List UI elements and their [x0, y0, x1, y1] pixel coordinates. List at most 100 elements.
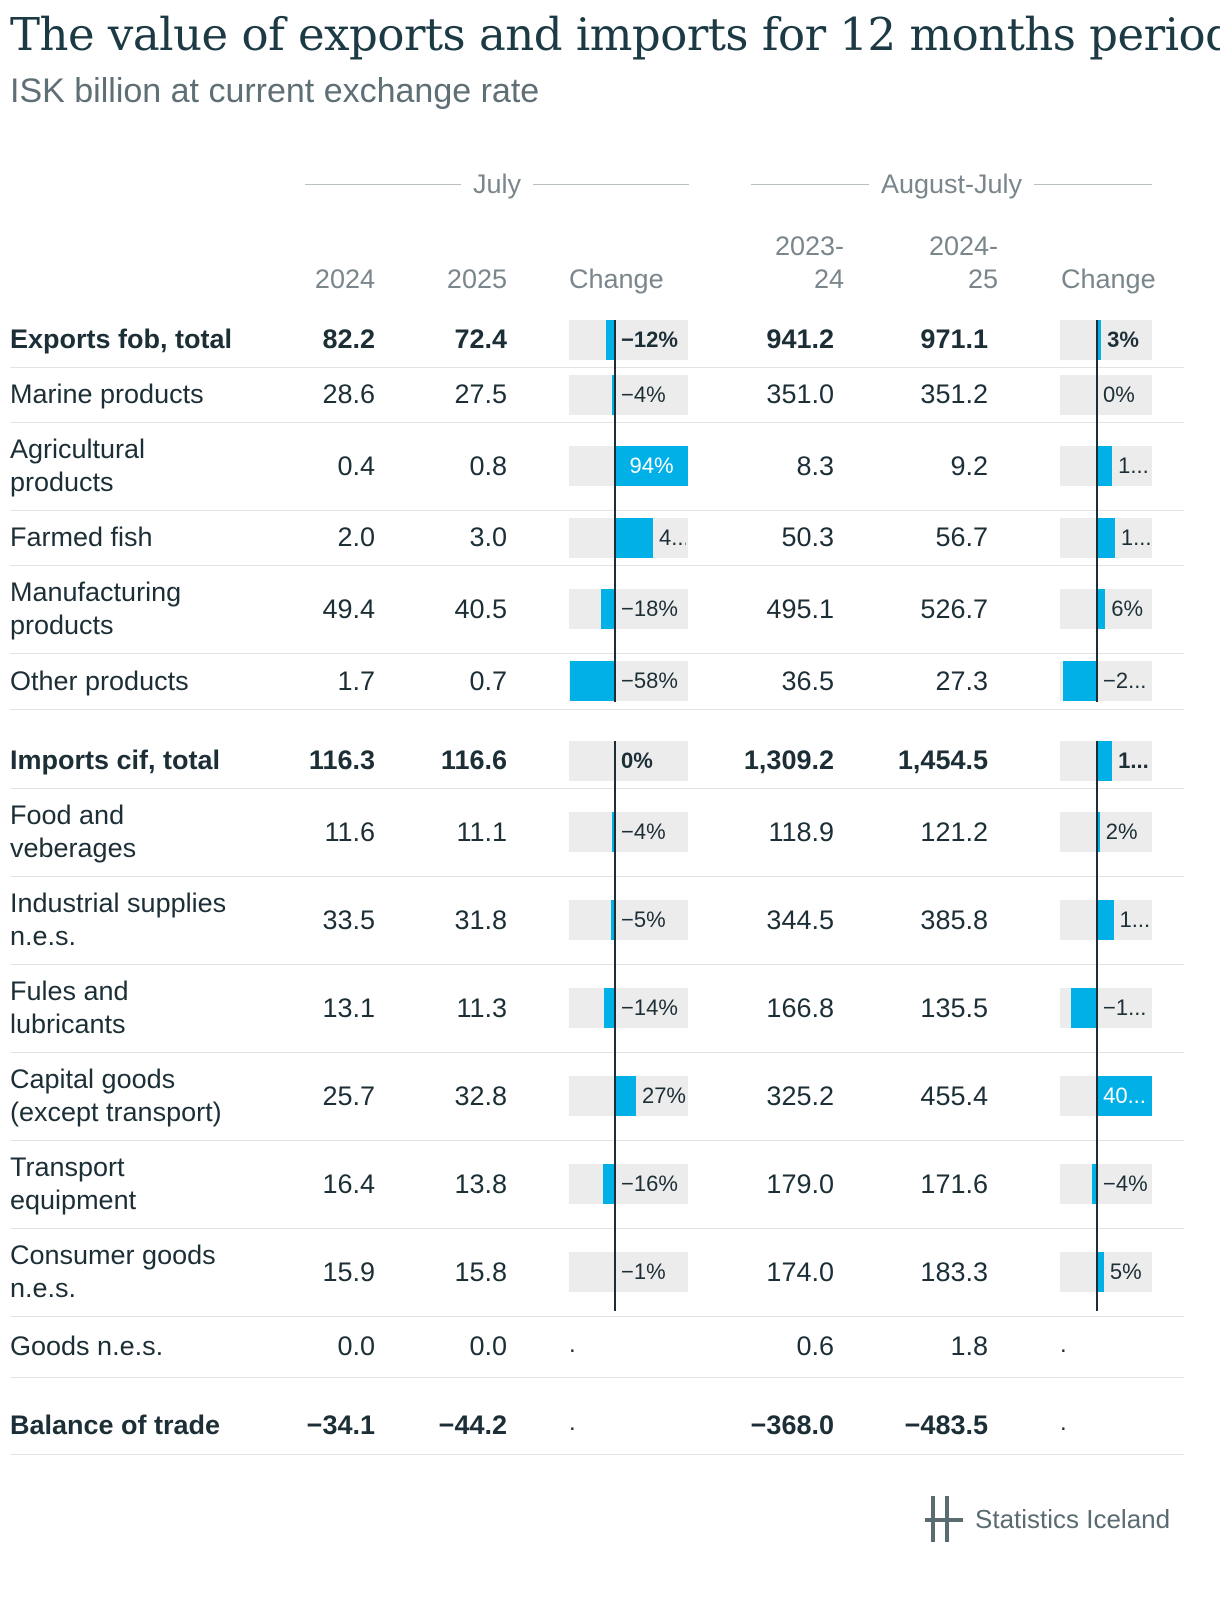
change-bar-bg: 6% [1060, 589, 1152, 629]
change-bar-bg: −18% [569, 589, 688, 629]
change-bar-bg: −14% [569, 988, 688, 1028]
cell-v1: 33.5 [322, 904, 375, 935]
cell-v2: 72.4 [454, 324, 507, 354]
column-header-2025: 2025 [446, 264, 507, 294]
change-bar [1091, 1164, 1097, 1204]
cell-v4: 9.2 [950, 450, 988, 481]
zero-axis-line [1096, 741, 1098, 1311]
cell-v4: 971.1 [920, 324, 988, 354]
cell-v2: 15.8 [454, 1256, 507, 1287]
cell-v3: 941.2 [766, 324, 834, 354]
change-label: 1... [1118, 453, 1149, 478]
change-empty: . [569, 1409, 576, 1436]
cell-v4: 526.7 [920, 593, 988, 624]
group-label-july: July [473, 168, 522, 199]
change-label: −1% [621, 1259, 666, 1284]
cell-v4: 385.8 [920, 904, 988, 935]
table-row: Balance of trade −34.1 −44.2 −368.0 −483.5.. [10, 1396, 1184, 1455]
change-label: 2% [1105, 819, 1138, 844]
cell-v3: 8.3 [796, 450, 834, 481]
table-row: Exports fob, total 82.2 72.4 941.2 971.1 −12%… [10, 312, 1184, 368]
change-bar [1097, 900, 1114, 940]
row-label: Imports cif, total [10, 745, 221, 775]
change-label: −4% [621, 819, 666, 844]
cell-v2: 0.7 [469, 665, 507, 696]
cell-v1: 0.4 [337, 450, 375, 481]
change-label: −12% [621, 326, 678, 352]
cell-v3: 344.5 [766, 904, 834, 935]
change-label: −18% [621, 596, 678, 621]
cell-v4: 56.7 [935, 522, 988, 552]
statistics-iceland-logo-icon [925, 1496, 963, 1542]
cell-v3: 179.0 [766, 1168, 834, 1199]
change-label: 27% [641, 1083, 686, 1108]
row-label: Food and veberages [10, 800, 137, 863]
cell-v3: 351.0 [766, 379, 834, 409]
change-label: −2... [1103, 668, 1147, 693]
cell-v2: 40.5 [454, 593, 507, 624]
table-row: Fules and lubricants 13.1 11.3 166.8 135.5 −1… [10, 964, 1184, 1053]
cell-v1: 16.4 [322, 1168, 375, 1199]
change-label: −16% [621, 1171, 678, 1196]
cell-v4: 183.3 [920, 1256, 988, 1287]
change-label: 1... [1119, 907, 1151, 932]
cell-v2: −44.2 [438, 1409, 507, 1440]
cell-v4: 1,454.5 [897, 745, 988, 775]
cell-v1: 82.2 [322, 324, 375, 354]
table-row: Farmed fish 2.0 3.0 50.3 56.7 4... 1... [10, 510, 1184, 566]
change-bar-bg: −4% [569, 374, 688, 415]
cell-v1: 49.4 [322, 593, 375, 624]
change-label: −4% [1103, 1171, 1148, 1196]
cell-v2: 13.8 [454, 1168, 507, 1199]
change-bar [601, 589, 615, 629]
cell-v2: 0.0 [469, 1331, 507, 1361]
logo-text: Statistics Iceland [975, 1503, 1171, 1534]
group-rule [533, 183, 690, 185]
cell-v2: 31.8 [454, 904, 507, 935]
zero-axis-line [1096, 320, 1098, 702]
row-label: Farmed fish [10, 522, 153, 552]
change-label: −4% [621, 381, 666, 407]
column-header-change-july: Change [569, 264, 664, 294]
change-bar [1097, 740, 1113, 781]
row-label: Capital goods (except transport) [10, 1064, 222, 1127]
change-bar-bg: 2% [1060, 812, 1152, 852]
cell-v4: 455.4 [920, 1080, 988, 1111]
cell-v3: 50.3 [781, 522, 834, 552]
change-empty: . [569, 1330, 576, 1358]
table-row: Industrial supplies n.e.s. 33.5 31.8 344.5 3… [10, 876, 1184, 965]
cell-v2: 3.0 [469, 522, 507, 552]
zero-axis-line [614, 741, 616, 1311]
change-bar-bg: 0% [1060, 374, 1152, 415]
row-label: Balance of trade [10, 1409, 221, 1440]
change-bar [605, 319, 615, 360]
change-bar-bg: 3% [1060, 319, 1152, 360]
cell-v4: 1.8 [950, 1331, 988, 1361]
change-bar [1070, 988, 1097, 1028]
table-row: Imports cif, total 116.3 116.6 1,309.2 1,454… [10, 733, 1184, 789]
change-bar [1097, 1076, 1152, 1116]
cell-v3: 325.2 [766, 1080, 834, 1111]
change-bar [611, 812, 615, 852]
change-bar [1097, 446, 1113, 486]
change-bar-bg: −58% [569, 661, 688, 701]
group-header-july: July [305, 164, 690, 204]
row-label: Marine products [10, 379, 204, 409]
table-row: Manufacturing products 49.4 40.5 495.1 526.7… [10, 565, 1184, 654]
cell-v4: 27.3 [935, 665, 988, 696]
table-row: Capital goods (except transport) 25.7 32.8… [10, 1052, 1184, 1141]
cell-v2: 11.3 [456, 992, 507, 1023]
cell-v4: 121.2 [920, 816, 988, 847]
change-bar [1097, 589, 1106, 629]
change-bar [1097, 319, 1102, 360]
cell-v1: 1.7 [337, 665, 375, 696]
cell-v1: 11.6 [324, 816, 375, 847]
change-bar-bg: −1... [1060, 988, 1152, 1028]
group-rule [305, 183, 461, 185]
change-bar [615, 517, 654, 558]
row-label: Consumer goods n.e.s. [10, 1240, 216, 1303]
cell-v3: 118.9 [768, 816, 834, 847]
change-empty: . [1060, 1409, 1067, 1436]
change-bar-bg: 94% [569, 446, 688, 486]
cell-v2: 0.8 [469, 450, 507, 481]
